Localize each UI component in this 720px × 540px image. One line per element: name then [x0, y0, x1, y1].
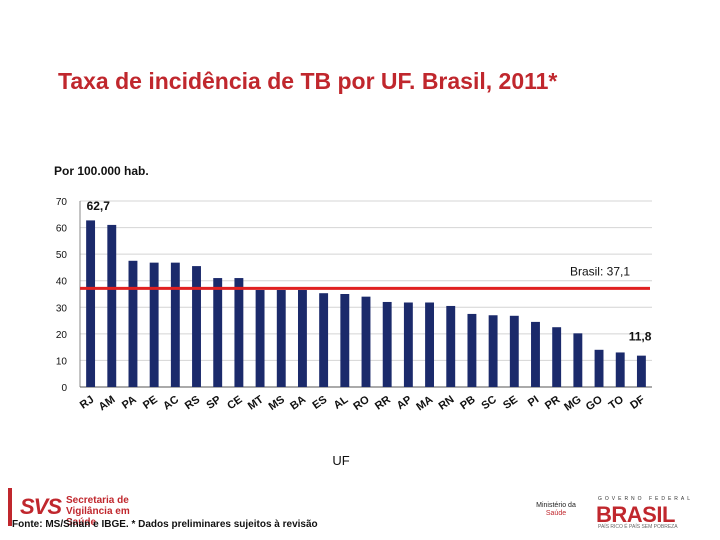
ministry-line1: Ministério da	[536, 502, 576, 509]
bar-rn	[446, 305, 456, 387]
bar-to	[615, 352, 625, 387]
gov-slogan: PAÍS RICO É PAÍS SEM POBREZA	[598, 524, 678, 530]
svs-logo: SVS	[20, 494, 62, 519]
bar-al	[340, 294, 350, 387]
x-axis-title: UF	[332, 453, 349, 468]
x-tick-label: CE	[225, 394, 244, 413]
x-tick-label: SC	[479, 394, 498, 413]
x-tick-label: RO	[351, 393, 372, 413]
bar-es	[319, 293, 329, 387]
bar-mt	[255, 290, 265, 387]
x-tick-label: PE	[141, 394, 160, 412]
unit-label: Por 100.000 hab.	[54, 164, 149, 178]
x-tick-label: MA	[414, 394, 435, 414]
svs-org-line1: Secretaria de	[66, 495, 129, 506]
bar-ro	[361, 296, 371, 387]
y-tick-label: 10	[56, 356, 68, 367]
ministry-logo: Ministério da Saúde	[535, 502, 577, 518]
gov-top-text: GOVERNO FEDERAL	[598, 496, 694, 502]
x-tick-label: PB	[458, 394, 477, 413]
x-tick-label: MS	[267, 394, 287, 413]
y-tick-label: 40	[56, 277, 68, 288]
x-tick-label: RJ	[78, 394, 96, 412]
bar-sp	[213, 278, 223, 387]
bar-ap	[403, 302, 413, 387]
x-tick-label: AC	[161, 394, 181, 413]
x-tick-label: PR	[543, 394, 562, 413]
svs-org-line2: Vigilância em Saúde	[66, 506, 130, 528]
x-tick-label: RR	[373, 394, 393, 413]
y-tick-label: 70	[56, 197, 68, 208]
bar-se	[509, 315, 519, 387]
x-tick-label: PA	[120, 394, 139, 412]
bar-ce	[234, 278, 244, 387]
ministry-line2: Saúde	[545, 510, 567, 517]
x-tick-label: AL	[332, 393, 351, 411]
x-tick-label: MG	[562, 394, 583, 414]
y-tick-label: 30	[56, 303, 68, 314]
bar-rr	[382, 301, 392, 387]
footer-accent-bar	[8, 488, 12, 526]
bar-ba	[297, 290, 307, 387]
data-label-rj: 62,7	[87, 199, 111, 213]
bar-mg	[573, 333, 583, 387]
bar-pr	[552, 327, 562, 387]
x-tick-label: MT	[246, 393, 266, 412]
source-note: Fonte: MS/Sinan e IBGE. * Dados prelimin…	[12, 519, 318, 530]
x-tick-label: RN	[437, 394, 457, 413]
x-tick-label: SE	[501, 394, 520, 412]
page-title: Taxa de incidência de TB por UF. Brasil,…	[58, 68, 558, 94]
y-tick-label: 20	[56, 330, 68, 341]
x-tick-label: AM	[97, 394, 118, 414]
bar-pb	[467, 313, 477, 387]
bar-rj	[86, 220, 96, 387]
bar-pe	[149, 262, 159, 387]
bar-ma	[425, 302, 435, 387]
bar-sc	[488, 315, 498, 387]
data-label-df: 11,8	[629, 330, 652, 344]
bar-ac	[170, 262, 180, 387]
x-tick-label: TO	[607, 393, 627, 412]
y-tick-label: 50	[56, 250, 68, 261]
y-axis-ticks: 0 10 20 30 40 50 60 70	[56, 197, 68, 394]
x-tick-label: GO	[584, 393, 605, 413]
y-tick-label: 0	[61, 383, 67, 394]
bar-rs	[192, 266, 201, 387]
data-labels: 62,7 11,8	[87, 199, 652, 344]
bar-df	[636, 355, 646, 387]
x-axis-ticks: RJ AM PA PE AC RS SP CE MT MS BA ES AL RO RR AP MA RN PB SC…	[78, 393, 647, 413]
reference-line-label: Brasil: 37,1	[570, 264, 630, 278]
bar-pi	[531, 321, 540, 387]
y-tick-label: 60	[56, 224, 68, 235]
x-tick-label: SP	[205, 394, 224, 412]
bar-go	[594, 349, 604, 387]
x-tick-label: AP	[395, 394, 414, 413]
x-tick-label: RS	[183, 394, 202, 413]
bars	[86, 220, 646, 387]
x-tick-label: DF	[628, 393, 647, 411]
svs-org-name: Secretaria de Vigilância em Saúde	[66, 495, 156, 528]
bar-ms	[276, 290, 286, 387]
x-tick-label: PI	[526, 394, 541, 410]
bar-am	[107, 224, 117, 387]
bar-pa	[128, 260, 138, 387]
x-tick-label: BA	[288, 394, 308, 413]
reference-line-group: Brasil: 37,1	[80, 264, 650, 290]
x-tick-label: ES	[310, 394, 329, 412]
brasil-logo: BRASIL	[596, 502, 675, 527]
